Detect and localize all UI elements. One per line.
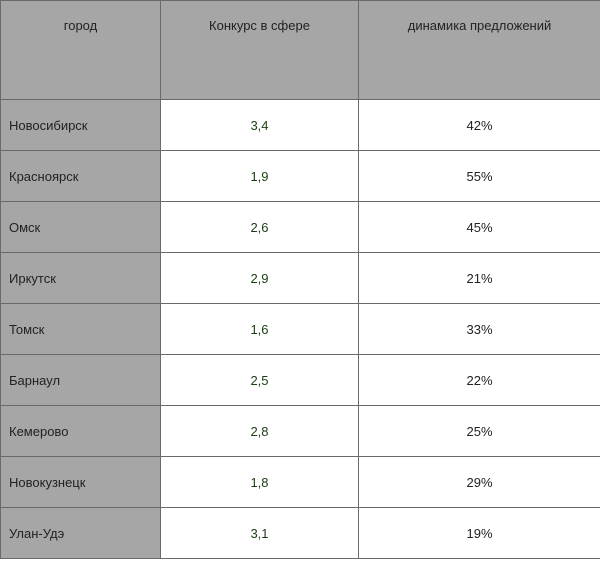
competition-cell: 2,8: [160, 405, 359, 457]
city-cell: Красноярск: [0, 150, 161, 202]
competition-cell: 3,1: [160, 507, 359, 559]
competition-cell: 2,9: [160, 252, 359, 304]
dynamics-cell: 19%: [358, 507, 600, 559]
dynamics-cell: 22%: [358, 354, 600, 406]
header-dynamics: динамика предложений: [358, 0, 600, 100]
dynamics-cell: 55%: [358, 150, 600, 202]
competition-cell: 3,4: [160, 99, 359, 151]
table-row: Красноярск 1,9 55%: [0, 150, 600, 202]
competition-cell: 1,9: [160, 150, 359, 202]
city-cell: Иркутск: [0, 252, 161, 304]
city-cell: Новокузнецк: [0, 456, 161, 508]
table-row: Барнаул 2,5 22%: [0, 354, 600, 406]
competition-cell: 1,8: [160, 456, 359, 508]
table-body: Новосибирск 3,4 42% Красноярск 1,9 55% О…: [0, 99, 600, 559]
table-row: Омск 2,6 45%: [0, 201, 600, 253]
dynamics-cell: 29%: [358, 456, 600, 508]
header-city: город: [0, 0, 161, 100]
table-row: Иркутск 2,9 21%: [0, 252, 600, 304]
table-row: Томск 1,6 33%: [0, 303, 600, 355]
city-cell: Томск: [0, 303, 161, 355]
table-row: Кемерово 2,8 25%: [0, 405, 600, 457]
dynamics-cell: 42%: [358, 99, 600, 151]
city-cell: Омск: [0, 201, 161, 253]
table-row: Улан-Удэ 3,1 19%: [0, 507, 600, 559]
competition-cell: 2,6: [160, 201, 359, 253]
header-competition: Конкурс в сфере: [160, 0, 359, 100]
dynamics-cell: 25%: [358, 405, 600, 457]
dynamics-cell: 33%: [358, 303, 600, 355]
table-row: Новосибирск 3,4 42%: [0, 99, 600, 151]
table-row: Новокузнецк 1,8 29%: [0, 456, 600, 508]
dynamics-cell: 21%: [358, 252, 600, 304]
city-cell: Барнаул: [0, 354, 161, 406]
table-header: город Конкурс в сфере динамика предложен…: [0, 0, 600, 100]
city-cell: Кемерово: [0, 405, 161, 457]
header-row: город Конкурс в сфере динамика предложен…: [0, 0, 600, 100]
competition-cell: 1,6: [160, 303, 359, 355]
competition-cell: 2,5: [160, 354, 359, 406]
dynamics-cell: 45%: [358, 201, 600, 253]
city-cell: Новосибирск: [0, 99, 161, 151]
city-cell: Улан-Удэ: [0, 507, 161, 559]
